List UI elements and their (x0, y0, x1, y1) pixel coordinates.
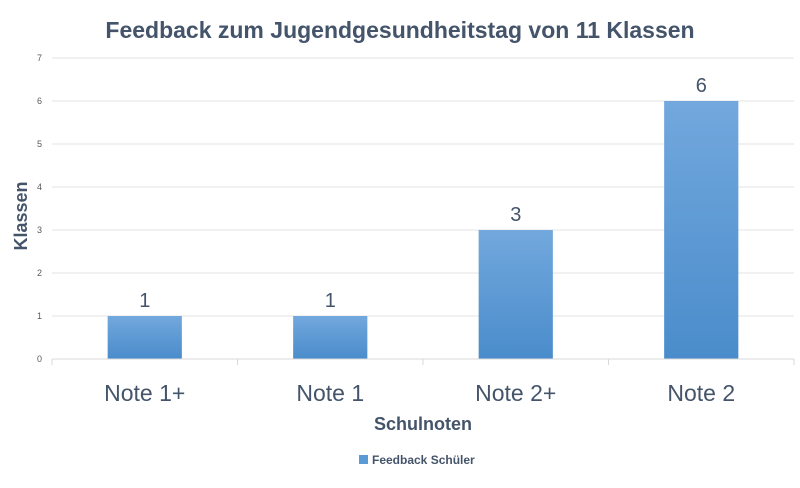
y-tick-label: 4 (37, 182, 42, 192)
chart-title: Feedback zum Jugendgesundheitstag von 11… (105, 17, 694, 43)
x-tick-label: Note 1+ (104, 380, 185, 406)
data-labels: 1 1 3 6 (139, 75, 707, 312)
y-tick-label: 1 (37, 311, 42, 321)
legend-swatch (359, 455, 368, 464)
bar-note-2plus (478, 230, 553, 359)
y-axis-ticks: 0 1 2 3 4 5 6 7 (37, 53, 42, 364)
bar-note-1 (293, 316, 368, 359)
bar-note-2 (664, 101, 739, 359)
x-axis-title: Schulnoten (374, 414, 472, 434)
y-axis-title: Klassen (11, 181, 31, 250)
legend: Feedback Schüler (359, 453, 475, 467)
bars (107, 101, 739, 359)
bar-note-1plus (107, 316, 182, 359)
gridlines (52, 57, 794, 317)
x-axis-ticks: Note 1+ Note 1 Note 2+ Note 2 (51, 359, 795, 406)
y-tick-label: 0 (37, 354, 42, 364)
data-label: 1 (325, 290, 336, 312)
data-label: 1 (139, 290, 150, 312)
y-tick-label: 3 (37, 225, 42, 235)
x-tick-label: Note 2 (667, 380, 735, 406)
y-tick-label: 5 (37, 139, 42, 149)
x-tick-label: Note 1 (296, 380, 364, 406)
legend-label: Feedback Schüler (372, 453, 475, 467)
y-tick-label: 6 (37, 96, 42, 106)
data-label: 3 (510, 204, 521, 226)
y-tick-label: 7 (37, 53, 42, 63)
y-tick-label: 2 (37, 268, 42, 278)
data-label: 6 (696, 75, 707, 97)
x-tick-label: Note 2+ (475, 380, 556, 406)
